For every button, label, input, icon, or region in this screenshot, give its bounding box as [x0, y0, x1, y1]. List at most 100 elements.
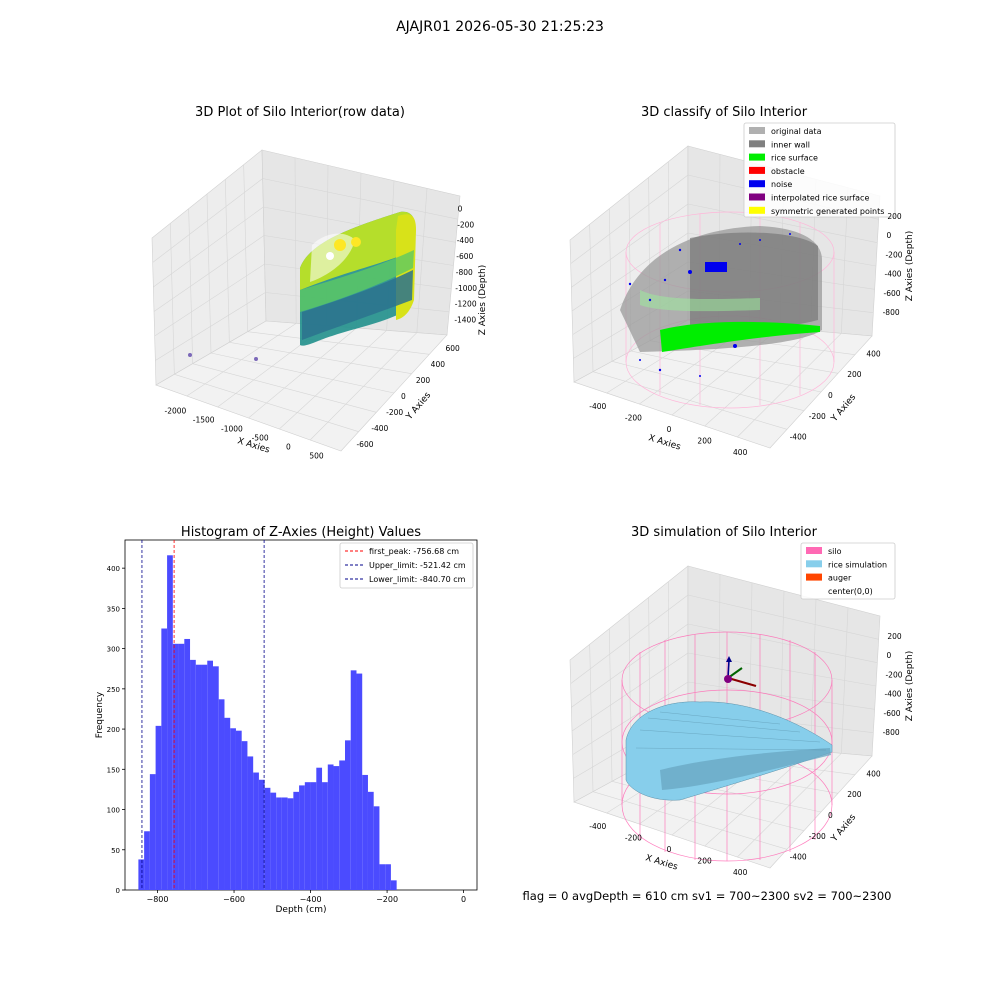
classify-legend-swatch [749, 153, 765, 161]
histogram-y-ticks: 0 50 100 150 200 250 300 350 400 [107, 565, 125, 895]
classify-xtick-label: -400 [589, 402, 606, 411]
raw-ztick-label: 0 [458, 205, 463, 214]
histogram-bar [276, 797, 282, 890]
raw-xtick-label: -1000 [221, 424, 243, 433]
histogram-bar [213, 666, 219, 890]
histogram-bar [390, 880, 397, 890]
histogram-legend-label: first_peak: -756.68 cm [369, 547, 459, 556]
simulation-xtick-label: -400 [589, 822, 606, 831]
classify-tick-labels: -400 -200 0 200 400 -400 -200 0 200 400 200 0 -200 -4… [589, 212, 902, 457]
classify-ztick-label: -600 [884, 289, 901, 298]
histogram-title: Histogram of Z-Axies (Height) Values [181, 525, 421, 540]
histogram-bar [253, 772, 259, 890]
histogram-bar [281, 797, 288, 890]
histogram-bar [264, 787, 271, 890]
classify-legend-label: obstacle [771, 167, 805, 176]
raw-ztick-label: -200 [457, 220, 474, 229]
histogram-ytick-label: 150 [107, 766, 120, 774]
histogram-bar [207, 660, 213, 890]
histogram-bar [218, 699, 225, 890]
classify-ztick-label: -400 [885, 270, 902, 279]
simulation-zlabel: Z Axies (Depth) [905, 651, 915, 722]
classify-legend-swatch [749, 206, 765, 214]
simulation-legend-label: center(0,0) [828, 587, 873, 596]
histogram-ylabel: Frequency [95, 691, 105, 738]
raw-ytick-label: -200 [386, 408, 403, 417]
classify-legend-swatch [749, 166, 765, 174]
histogram-bar [310, 782, 317, 890]
simulation-ztick-label: -800 [883, 728, 900, 737]
classify-noise-points [628, 233, 791, 377]
histogram-bar [373, 806, 380, 890]
raw-ytick-label: 400 [431, 360, 446, 369]
raw-point-cloud [300, 211, 416, 346]
classify-title: 3D classify of Silo Interior [641, 105, 808, 120]
raw-ytick-label: -600 [356, 440, 373, 449]
histogram-bar [258, 779, 265, 890]
raw-outlier-point [188, 353, 192, 357]
simulation-xtick-label: 200 [697, 857, 712, 866]
classify-ytick-label: -200 [809, 412, 826, 421]
raw-ztick-label: -400 [457, 236, 474, 245]
histogram-legend-label: Lower_limit: -840.70 cm [369, 575, 466, 584]
simulation-xlabel: X Axies [644, 853, 679, 872]
histogram-bar [190, 659, 196, 890]
raw-xtick-label: -500 [252, 434, 269, 443]
simulation-ytick-label: 0 [828, 811, 833, 820]
classify-ytick-label: -400 [790, 433, 807, 442]
simulation-legend-swatch [806, 547, 822, 554]
histogram-bar [293, 791, 300, 890]
histogram-ytick-label: 350 [107, 605, 120, 613]
figure-suptitle: AJAJR01 2026-05-30 21:25:23 [396, 19, 604, 35]
classify-legend-label: interpolated rice surface [771, 194, 869, 203]
simulation-xtick-label: 0 [667, 845, 672, 854]
simulation-xtick-label: -200 [625, 833, 642, 842]
histogram-bar [201, 664, 208, 890]
simulation-ytick-label: -400 [790, 853, 807, 862]
histogram-bar [184, 638, 191, 890]
histogram-bar [270, 792, 277, 890]
histogram-bar [172, 643, 179, 890]
classify-xlabel: X Axies [647, 433, 682, 452]
classify-legend-swatch [749, 127, 765, 134]
raw-ytick-label: -400 [371, 424, 388, 433]
raw-xtick-label: -2000 [165, 406, 187, 415]
histogram-xtick-label: 0 [461, 895, 466, 904]
histogram-legend: first_peak: -756.68 cm Upper_limit: -521.… [339, 542, 474, 589]
histogram-xlabel: Depth (cm) [275, 905, 326, 915]
simulation-legend-swatch [806, 560, 822, 568]
histogram-bar [144, 831, 150, 890]
simulation-rice-surface [625, 701, 833, 801]
simulation-legend: silo rice simulation auger center(0,0) [800, 542, 896, 600]
classify-legend-label: original data [771, 127, 822, 136]
simulation-legend-label: rice simulation [828, 560, 887, 569]
panel-raw-3d: 3D Plot of Silo Interior(row data) X Axi… [151, 105, 488, 461]
histogram-bar [149, 774, 156, 890]
histogram-bar [333, 766, 340, 890]
histogram-bar [316, 767, 323, 890]
histogram-bar [385, 864, 391, 890]
simulation-legend-swatch [806, 586, 822, 594]
raw-title: 3D Plot of Silo Interior(row data) [195, 105, 405, 120]
histogram-bar [339, 760, 345, 890]
histogram-xtick-label: −600 [223, 895, 245, 904]
classify-ztick-label: -200 [885, 250, 902, 259]
histogram-bar [356, 673, 363, 890]
classify-legend-label: rice surface [771, 154, 818, 163]
histogram-bar [138, 859, 145, 890]
classify-xtick-label: 400 [733, 448, 748, 457]
classify-ytick-label: 0 [828, 391, 833, 400]
classify-legend-label: symmetric generated points [771, 207, 884, 216]
histogram-ytick-label: 50 [111, 847, 120, 855]
classify-rice-surface [660, 321, 820, 352]
simulation-legend-swatch [806, 573, 822, 581]
simulation-legend-label: silo [828, 547, 842, 556]
classify-legend-swatch [749, 193, 765, 201]
simulation-ztick-label: 200 [887, 632, 902, 641]
classify-xtick-label: 200 [697, 437, 712, 446]
classify-ztick-label: -800 [883, 308, 900, 317]
raw-tick-labels: -2000-1500-1000-5000500-600-400-20002004… [165, 205, 478, 461]
histogram-bar [287, 798, 294, 890]
histogram-bar [299, 785, 305, 890]
raw-ytick-label: 0 [401, 392, 406, 401]
